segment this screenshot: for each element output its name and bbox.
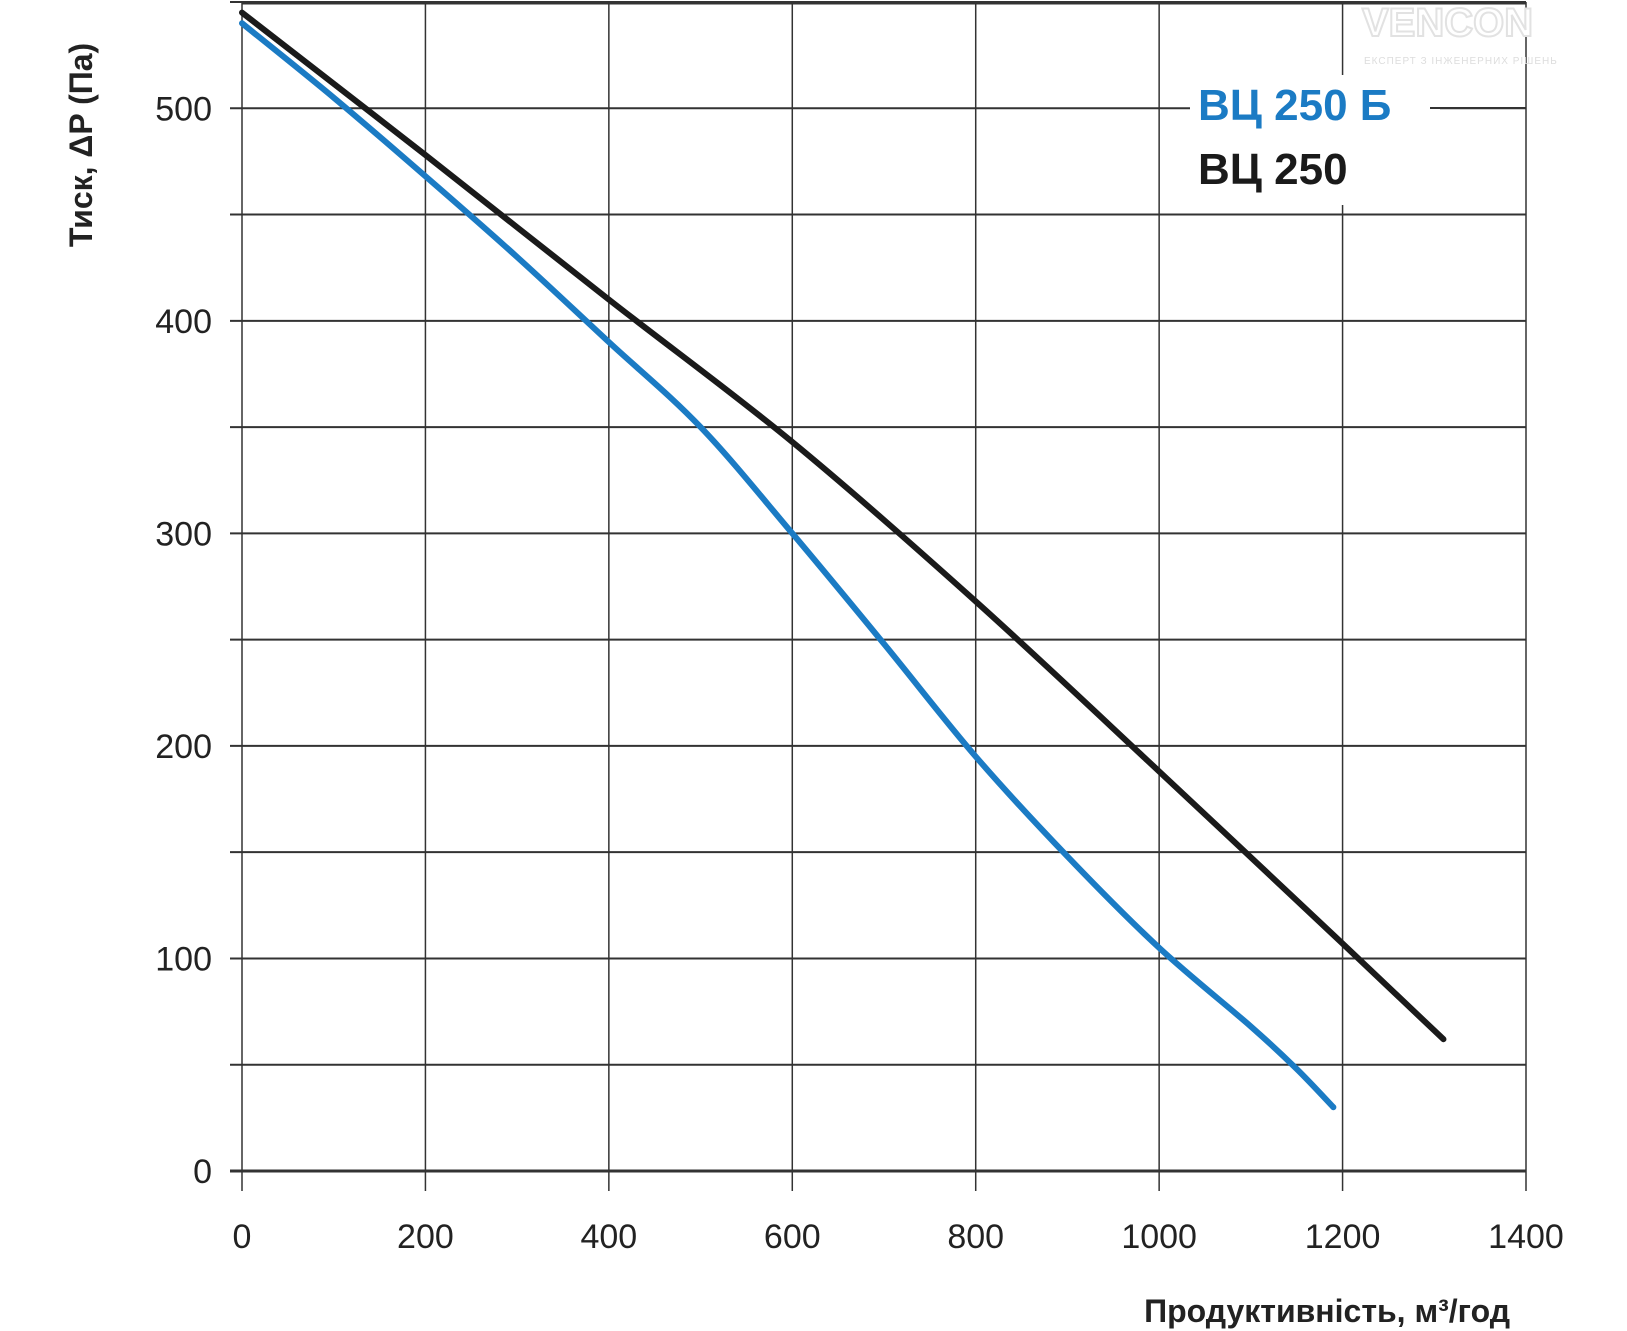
logo-name: VENCON <box>1362 1 1533 45</box>
tick-labels: 0 200 400 600 800 1000 1200 1400 0 100 200 300 400 50… <box>155 90 1564 1256</box>
vencon-logo: VENCON ЕКСПЕРТ З ІНЖЕНЕРНИХ РІШЕНЬ <box>1361 0 1558 67</box>
legend-item-vc250b: ВЦ 250 Б <box>1198 81 1391 130</box>
y-tick-label: 300 <box>155 515 212 553</box>
y-tick-label: 0 <box>193 1153 212 1191</box>
x-tick-label: 1200 <box>1305 1218 1381 1256</box>
y-axis-label: Тиск, ΔP (Па) <box>63 43 99 247</box>
legend-item-vc250: ВЦ 250 <box>1198 145 1348 194</box>
x-tick-label: 1000 <box>1121 1218 1197 1256</box>
logo-tagline: ЕКСПЕРТ З ІНЖЕНЕРНИХ РІШЕНЬ <box>1364 56 1558 67</box>
x-tick-label: 0 <box>233 1218 252 1256</box>
y-tick-label: 500 <box>155 90 212 128</box>
y-tick-label: 200 <box>155 728 212 766</box>
x-tick-label: 200 <box>397 1218 454 1256</box>
series <box>239 9 1447 1111</box>
legend: ВЦ 250 Б ВЦ 250 <box>1190 75 1526 205</box>
y-tick-label: 100 <box>155 940 212 978</box>
y-tick-label: 400 <box>155 303 212 341</box>
series-line-vc250 <box>239 9 1447 1043</box>
x-tick-label: 600 <box>764 1218 821 1256</box>
x-axis-label: Продуктивність, м³/год <box>1144 1293 1510 1329</box>
x-tick-label: 1400 <box>1488 1218 1564 1256</box>
x-tick-label: 400 <box>580 1218 637 1256</box>
x-tick-label: 800 <box>947 1218 1004 1256</box>
series-line-vc250b <box>239 20 1337 1111</box>
